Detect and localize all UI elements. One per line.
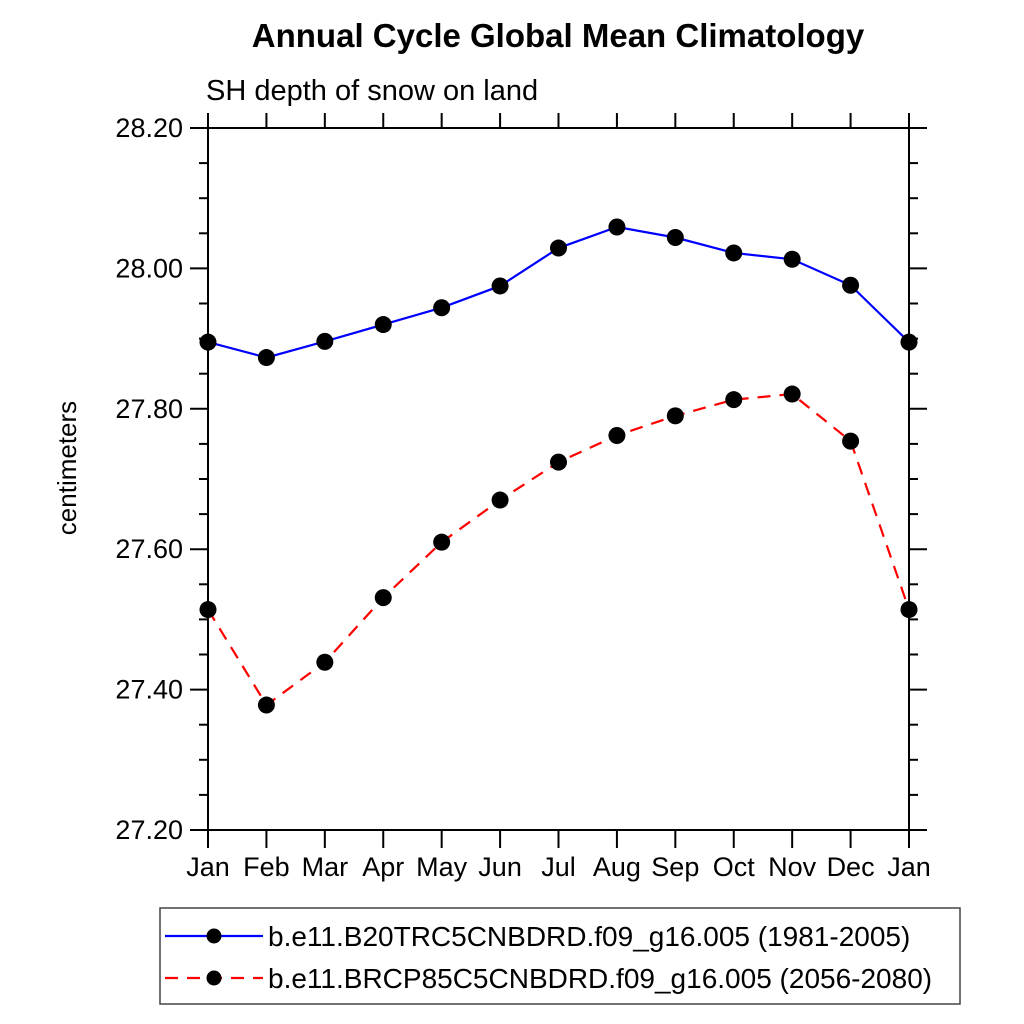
data-point-marker [316,332,334,350]
legend: b.e11.B20TRC5CNBDRD.f09_g16.005 (1981-20… [159,907,961,1005]
data-point-marker [374,316,392,334]
data-point-marker [783,385,801,403]
data-point-marker [725,391,743,409]
data-point-marker [316,653,334,671]
data-point-marker [842,276,860,294]
x-tick-label: Dec [827,852,875,882]
data-point-marker [608,426,626,444]
data-point-marker [433,299,451,317]
data-point-marker [433,533,451,551]
y-tick-label: 27.20 [115,815,183,845]
y-axis-label: centimeters [52,401,82,535]
plot-frame [207,127,910,831]
data-point-marker [900,601,918,619]
data-point-marker [374,589,392,607]
x-tick-label: Apr [362,852,404,882]
y-tick-label: 27.60 [115,534,183,564]
y-tick-label: 27.40 [115,675,183,705]
chart-subtitle: SH depth of snow on land [206,75,538,107]
x-tick-label: Mar [302,852,349,882]
data-point-marker [491,277,509,295]
x-tick-label: Nov [768,852,817,882]
data-point-marker [666,407,684,425]
data-point-marker [550,239,567,257]
x-tick-label: Oct [713,852,756,882]
y-tick-label: 28.20 [115,113,183,143]
legend-box [159,907,961,1005]
y-tick-label: 28.00 [115,253,183,283]
data-point-marker [666,229,684,247]
data-point-marker [199,601,217,619]
data-point-marker [608,218,626,236]
data-point-marker [550,453,567,471]
data-point-marker [257,349,275,367]
x-tick-label: Jan [186,852,230,882]
chart-title: Annual Cycle Global Mean Climatology [252,17,865,54]
data-point-marker [491,491,509,509]
data-point-marker [900,333,918,351]
data-point-marker [842,432,860,450]
x-tick-label: Feb [243,852,290,882]
y-tick-labels: 27.20 27.40 27.60 27.80 28.00 28.20 [115,113,183,845]
data-point-marker [783,250,801,268]
x-tick-labels: Jan Feb Mar Apr May Jun Jul Aug Sep Oct Nov Dec Jan [186,852,931,882]
series-line-1 [207,392,911,707]
y-tick-label: 27.80 [115,394,183,424]
x-tick-label: Jun [478,852,522,882]
x-tick-label: May [416,852,468,882]
x-tick-label: Sep [651,852,699,882]
legend-marker [206,928,222,944]
data-series [199,218,918,714]
x-tick-label: Jul [541,852,576,882]
legend-entry-label: b.e11.BRCP85C5CNBDRD.f09_g16.005 (2056-2… [268,963,932,994]
data-point-marker [257,696,275,714]
legend-marker [206,970,222,986]
x-tick-label: Jan [887,852,931,882]
legend-entry-label: b.e11.B20TRC5CNBDRD.f09_g16.005 (1981-20… [268,921,910,952]
axis-ticks [190,113,927,848]
data-point-marker [199,333,217,351]
x-tick-label: Aug [593,852,641,882]
data-point-marker [725,244,743,262]
